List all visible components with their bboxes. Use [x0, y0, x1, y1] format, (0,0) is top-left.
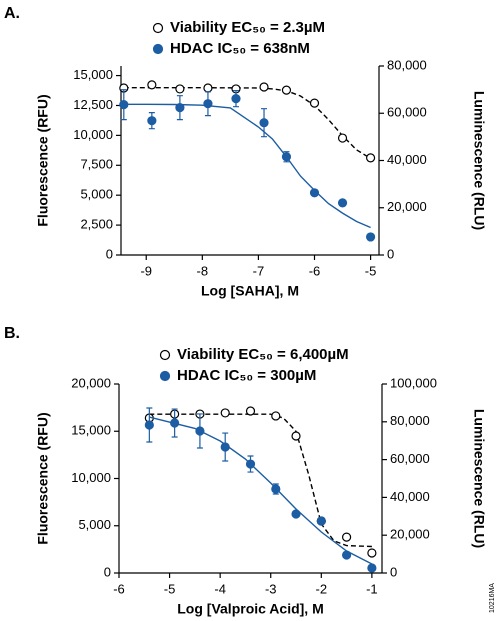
panel-label: A.: [4, 5, 20, 22]
data-point: [220, 442, 230, 452]
data-point: [245, 459, 256, 469]
y2-tick-label: 80,000: [390, 413, 430, 428]
x-tick-label: -5: [365, 263, 377, 278]
data-point: [365, 153, 376, 163]
data-point: [259, 118, 269, 128]
panel-label: B.: [4, 325, 20, 342]
legend-label: Viability EC₅₀ = 6,400µM: [177, 346, 349, 363]
y-tick-label: 10,000: [73, 127, 113, 142]
fit-line: [123, 87, 371, 159]
x-tick-label: -3: [265, 581, 277, 596]
data-point: [220, 408, 230, 418]
legend-label: HDAC IC₅₀ = 638nM: [170, 40, 310, 57]
x-tick-label: -1: [366, 581, 378, 596]
data-point: [170, 418, 180, 428]
data-point: [281, 85, 292, 95]
data-point: [245, 406, 256, 416]
y2-axis-label: Luminescence (RLU): [471, 91, 487, 230]
y-tick-label: 2,500: [80, 217, 113, 232]
x-tick-label: -4: [214, 581, 226, 596]
legend-label: Viability EC₅₀ = 2.3µM: [170, 19, 325, 36]
x-tick-label: -6: [309, 263, 321, 278]
data-point: [316, 516, 326, 526]
data-point: [281, 152, 292, 162]
data-point: [341, 532, 352, 542]
data-point: [367, 563, 377, 573]
legend-label: HDAC IC₅₀ = 300µM: [177, 367, 316, 384]
data-point: [271, 411, 281, 421]
x-axis-label: Log [SAHA], M: [201, 283, 299, 299]
y2-tick-label: 0: [387, 246, 394, 261]
y-tick-label: 10,000: [71, 470, 111, 485]
x-tick-label: -5: [164, 581, 176, 596]
data-point: [175, 84, 185, 94]
y-axis-label: Fluorescence (RFU): [35, 412, 51, 544]
data-point: [203, 83, 213, 93]
y2-tick-label: 80,000: [387, 57, 427, 72]
y2-axis-label: Luminescence (RLU): [471, 409, 487, 548]
y2-tick-label: 20,000: [387, 199, 427, 214]
data-point: [365, 232, 376, 242]
data-point: [203, 99, 213, 109]
data-point: [195, 426, 205, 436]
data-point: [144, 420, 154, 430]
data-point: [291, 509, 301, 519]
data-point: [119, 100, 129, 110]
y-tick-label: 15,000: [73, 67, 113, 82]
data-point: [271, 484, 281, 494]
data-point: [309, 98, 320, 108]
fit-line: [123, 103, 371, 229]
y2-tick-label: 100,000: [390, 375, 437, 390]
data-point: [337, 133, 348, 143]
data-point: [309, 188, 320, 198]
data-point: [367, 548, 377, 558]
y-tick-label: 15,000: [71, 423, 111, 438]
y2-tick-label: 40,000: [390, 489, 430, 504]
legend-marker: [152, 43, 164, 55]
x-tick-label: -7: [253, 263, 265, 278]
data-point: [341, 550, 352, 560]
y-tick-label: 7,500: [80, 157, 113, 172]
y2-tick-label: 0: [390, 564, 397, 579]
data-point: [175, 103, 185, 113]
y-axis-label: Fluorescence (RFU): [35, 94, 51, 226]
data-point: [147, 80, 157, 90]
y2-tick-label: 60,000: [387, 105, 427, 120]
legend-marker: [159, 370, 171, 382]
data-point: [337, 198, 348, 208]
y-tick-label: 5,000: [78, 517, 111, 532]
y2-tick-label: 60,000: [390, 451, 430, 466]
data-point: [291, 431, 301, 441]
x-tick-label: -9: [140, 263, 152, 278]
data-point: [259, 82, 269, 92]
data-point: [147, 116, 157, 126]
y2-tick-label: 20,000: [390, 527, 430, 542]
legend-marker: [152, 22, 164, 34]
x-tick-label: -6: [113, 581, 125, 596]
y-tick-label: 12,500: [73, 97, 113, 112]
x-axis-label: Log [Valproic Acid], M: [177, 601, 324, 617]
y-tick-label: 0: [106, 246, 113, 261]
y-tick-label: 0: [104, 564, 111, 579]
y-tick-label: 5,000: [80, 187, 113, 202]
figure-id: 10216MA: [489, 583, 496, 613]
y-tick-label: 20,000: [71, 375, 111, 390]
x-tick-label: -8: [197, 263, 209, 278]
data-point: [231, 94, 241, 104]
legend-marker: [159, 349, 171, 361]
y2-tick-label: 40,000: [387, 152, 427, 167]
fit-line: [149, 413, 372, 548]
x-tick-label: -2: [316, 581, 328, 596]
